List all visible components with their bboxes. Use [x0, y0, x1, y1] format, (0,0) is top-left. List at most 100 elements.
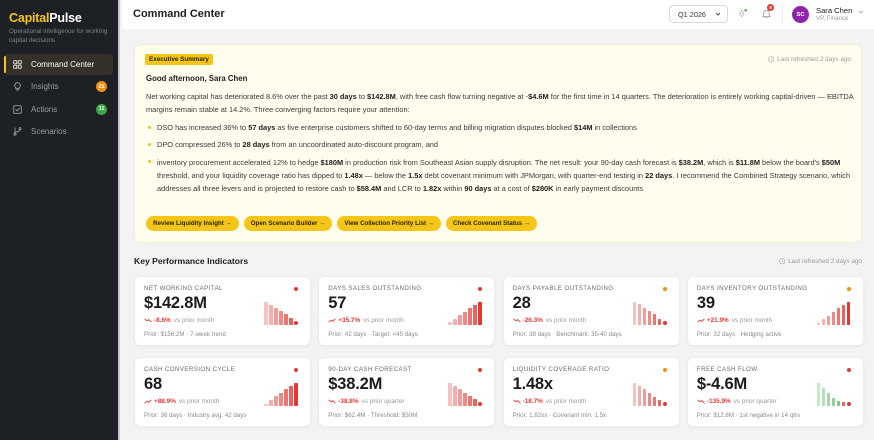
kpi-card-free-cash-flow[interactable]: FREE CASH FLOW $-4.6M -135.9% vs prior q… — [686, 357, 864, 427]
clock-icon — [767, 56, 774, 63]
kpi-card-days-sales-outstanding[interactable]: DAYS SALES OUTSTANDING 57 +35.7% vs prio… — [318, 276, 496, 346]
kpi-label: FREE CASH FLOW — [696, 366, 758, 373]
kpi-label: NET WORKING CAPITAL — [144, 285, 223, 292]
brand-logo[interactable]: CapitalPulse — [9, 11, 82, 25]
sparkline-bar — [463, 392, 467, 406]
sparkline-bar — [279, 310, 283, 325]
ai-sparkle-button[interactable] — [735, 6, 749, 20]
kpi-label: CASH CONVERSION CYCLE — [144, 366, 236, 373]
trending-up-icon — [144, 399, 152, 404]
sparkline-bar — [841, 304, 846, 325]
sparkline-bar — [468, 395, 472, 406]
kpi-change-pct: -38.8% — [338, 398, 359, 405]
trending-down-icon — [144, 318, 152, 323]
sparkline-bar — [284, 313, 288, 325]
sparkline — [264, 382, 299, 406]
kpi-footnote: Prior: $62.4M · Threshold: $50M — [328, 412, 418, 419]
brand-name-part1: Capital — [9, 11, 50, 25]
sidebar-item-scenarios[interactable]: Scenarios — [4, 121, 113, 142]
kpi-footnote: Prior: $156.2M · 7-week trend — [144, 331, 226, 338]
sparkline-bar — [458, 389, 462, 406]
executive-summary-card: Executive Summary Last refreshed 2 days … — [134, 44, 862, 243]
sparkline-bar — [642, 389, 647, 406]
view-collection-priority-list-button[interactable]: View Collection Priority List → — [337, 216, 441, 231]
sparkle-icon — [738, 8, 747, 17]
status-dot — [662, 287, 667, 291]
status-dot — [846, 368, 851, 372]
sparkline-bar — [468, 308, 472, 325]
sparkline-bar — [289, 317, 293, 325]
kpi-card-cash-conversion-cycle[interactable]: CASH CONVERSION CYCLE 68 +88.9% vs prior… — [134, 357, 311, 427]
kpi-change-pct: -8.6% — [154, 317, 171, 324]
sparkline-bar — [831, 311, 836, 325]
sparkline — [816, 382, 852, 406]
period-value: Q1 2026 — [678, 9, 706, 19]
sparkline — [264, 301, 299, 325]
status-dot — [294, 368, 298, 372]
review-liquidity-insight-button[interactable]: Review Liquidity Insight → — [146, 216, 239, 231]
sparkline-bar — [458, 315, 462, 325]
sparkline — [448, 301, 483, 325]
sparkline-bar — [652, 314, 657, 325]
kpi-grid: NET WORKING CAPITAL $142.8M -8.6% vs pri… — [134, 276, 864, 427]
kpi-label: DAYS SALES OUTSTANDING — [328, 285, 422, 292]
kpi-card-liquidity-coverage-ratio[interactable]: LIQUIDITY COVERAGE RATIO 1.48x -18.7% vs… — [502, 357, 680, 427]
notifications-button[interactable]: 8 — [759, 4, 774, 20]
clock-icon — [778, 258, 785, 265]
top-bar: Command Center Q1 2026 8 SC Sara Chen VP… — [122, 0, 874, 29]
branch-icon — [13, 127, 22, 136]
kpi-last-refreshed: Last refreshed 2 days ago — [778, 258, 862, 265]
kpi-change: -26.3% vs prior month — [512, 317, 586, 324]
kpi-card-days-inventory-outstanding[interactable]: DAYS INVENTORY OUTSTANDING 39 +21.9% vs … — [686, 276, 864, 346]
summary-bullets: DSO has increased 36% to 57 days as five… — [146, 121, 856, 195]
executive-summary-badge: Executive Summary — [145, 54, 213, 65]
sparkline-bar — [269, 304, 273, 325]
sparkline-bar — [662, 321, 667, 325]
user-menu[interactable]: SC Sara Chen VP, Finance — [792, 4, 864, 25]
kpi-footnote: Prior: $12.8M · 1st negative in 14 qtrs — [696, 412, 801, 419]
kpi-value: $-4.6M — [696, 375, 748, 393]
trending-down-icon — [328, 399, 337, 404]
sparkline-bar — [637, 385, 642, 406]
chevron-down-icon — [715, 12, 721, 16]
kpi-change-period: vs prior month — [545, 398, 587, 405]
kpi-card-net-working-capital[interactable]: NET WORKING CAPITAL $142.8M -8.6% vs pri… — [134, 276, 311, 346]
notification-badge: 8 — [767, 4, 774, 11]
sparkline-bar — [637, 304, 642, 325]
kpi-change-pct: +88.9% — [154, 398, 176, 405]
sidebar-item-insights[interactable]: Insights 21 — [4, 76, 113, 97]
kpi-label: DAYS INVENTORY OUTSTANDING — [696, 285, 808, 292]
kpi-change: -135.9% vs prior quarter — [697, 398, 777, 405]
sparkline — [816, 301, 852, 325]
kpi-section-title: Key Performance Indicators — [134, 256, 249, 266]
kpi-change: +35.7% vs prior month — [328, 317, 404, 324]
page-title: Command Center — [133, 8, 225, 20]
sparkline-bar — [846, 302, 851, 325]
kpi-card-days-payable-outstanding[interactable]: DAYS PAYABLE OUTSTANDING 28 -26.3% vs pr… — [502, 276, 680, 346]
kpi-value: $38.2M — [328, 375, 383, 393]
status-dot — [294, 287, 298, 291]
sidebar-item-actions[interactable]: Actions 11 — [4, 99, 113, 120]
check-covenant-status-button[interactable]: Check Covenant Status → — [445, 216, 538, 231]
sparkline — [448, 382, 483, 406]
trending-down-icon — [512, 399, 521, 404]
lightbulb-icon — [13, 82, 22, 91]
kpi-change-period: vs prior month — [178, 398, 220, 405]
kpi-change-pct: -135.9% — [706, 398, 731, 405]
summary-intro: Net working capital has deteriorated 8.6… — [146, 92, 854, 115]
kpi-value: 68 — [144, 375, 162, 393]
status-dot — [662, 368, 667, 372]
kpi-change: +88.9% vs prior month — [144, 398, 219, 405]
sparkline-bar — [642, 307, 647, 325]
period-select[interactable]: Q1 2026 — [669, 5, 728, 23]
sparkline-bar — [274, 396, 278, 406]
sidebar-item-command-center[interactable]: Command Center — [4, 54, 113, 75]
summary-actions: Review Liquidity Insight → Open Scenario… — [146, 216, 538, 231]
kpi-card-90-day-cash-forecast[interactable]: 90-DAY CASH FORECAST $38.2M -38.8% vs pr… — [318, 357, 496, 427]
kpi-change: +21.9% vs prior month — [697, 317, 772, 324]
sparkline-bar — [274, 307, 278, 325]
sparkline-bar — [836, 400, 841, 406]
open-scenario-builder-button[interactable]: Open Scenario Builder → — [243, 216, 333, 231]
kpi-footnote: Prior: 1.82xx · Covenant min: 1.5x — [512, 412, 607, 419]
sidebar-item-label: Scenarios — [31, 126, 67, 136]
